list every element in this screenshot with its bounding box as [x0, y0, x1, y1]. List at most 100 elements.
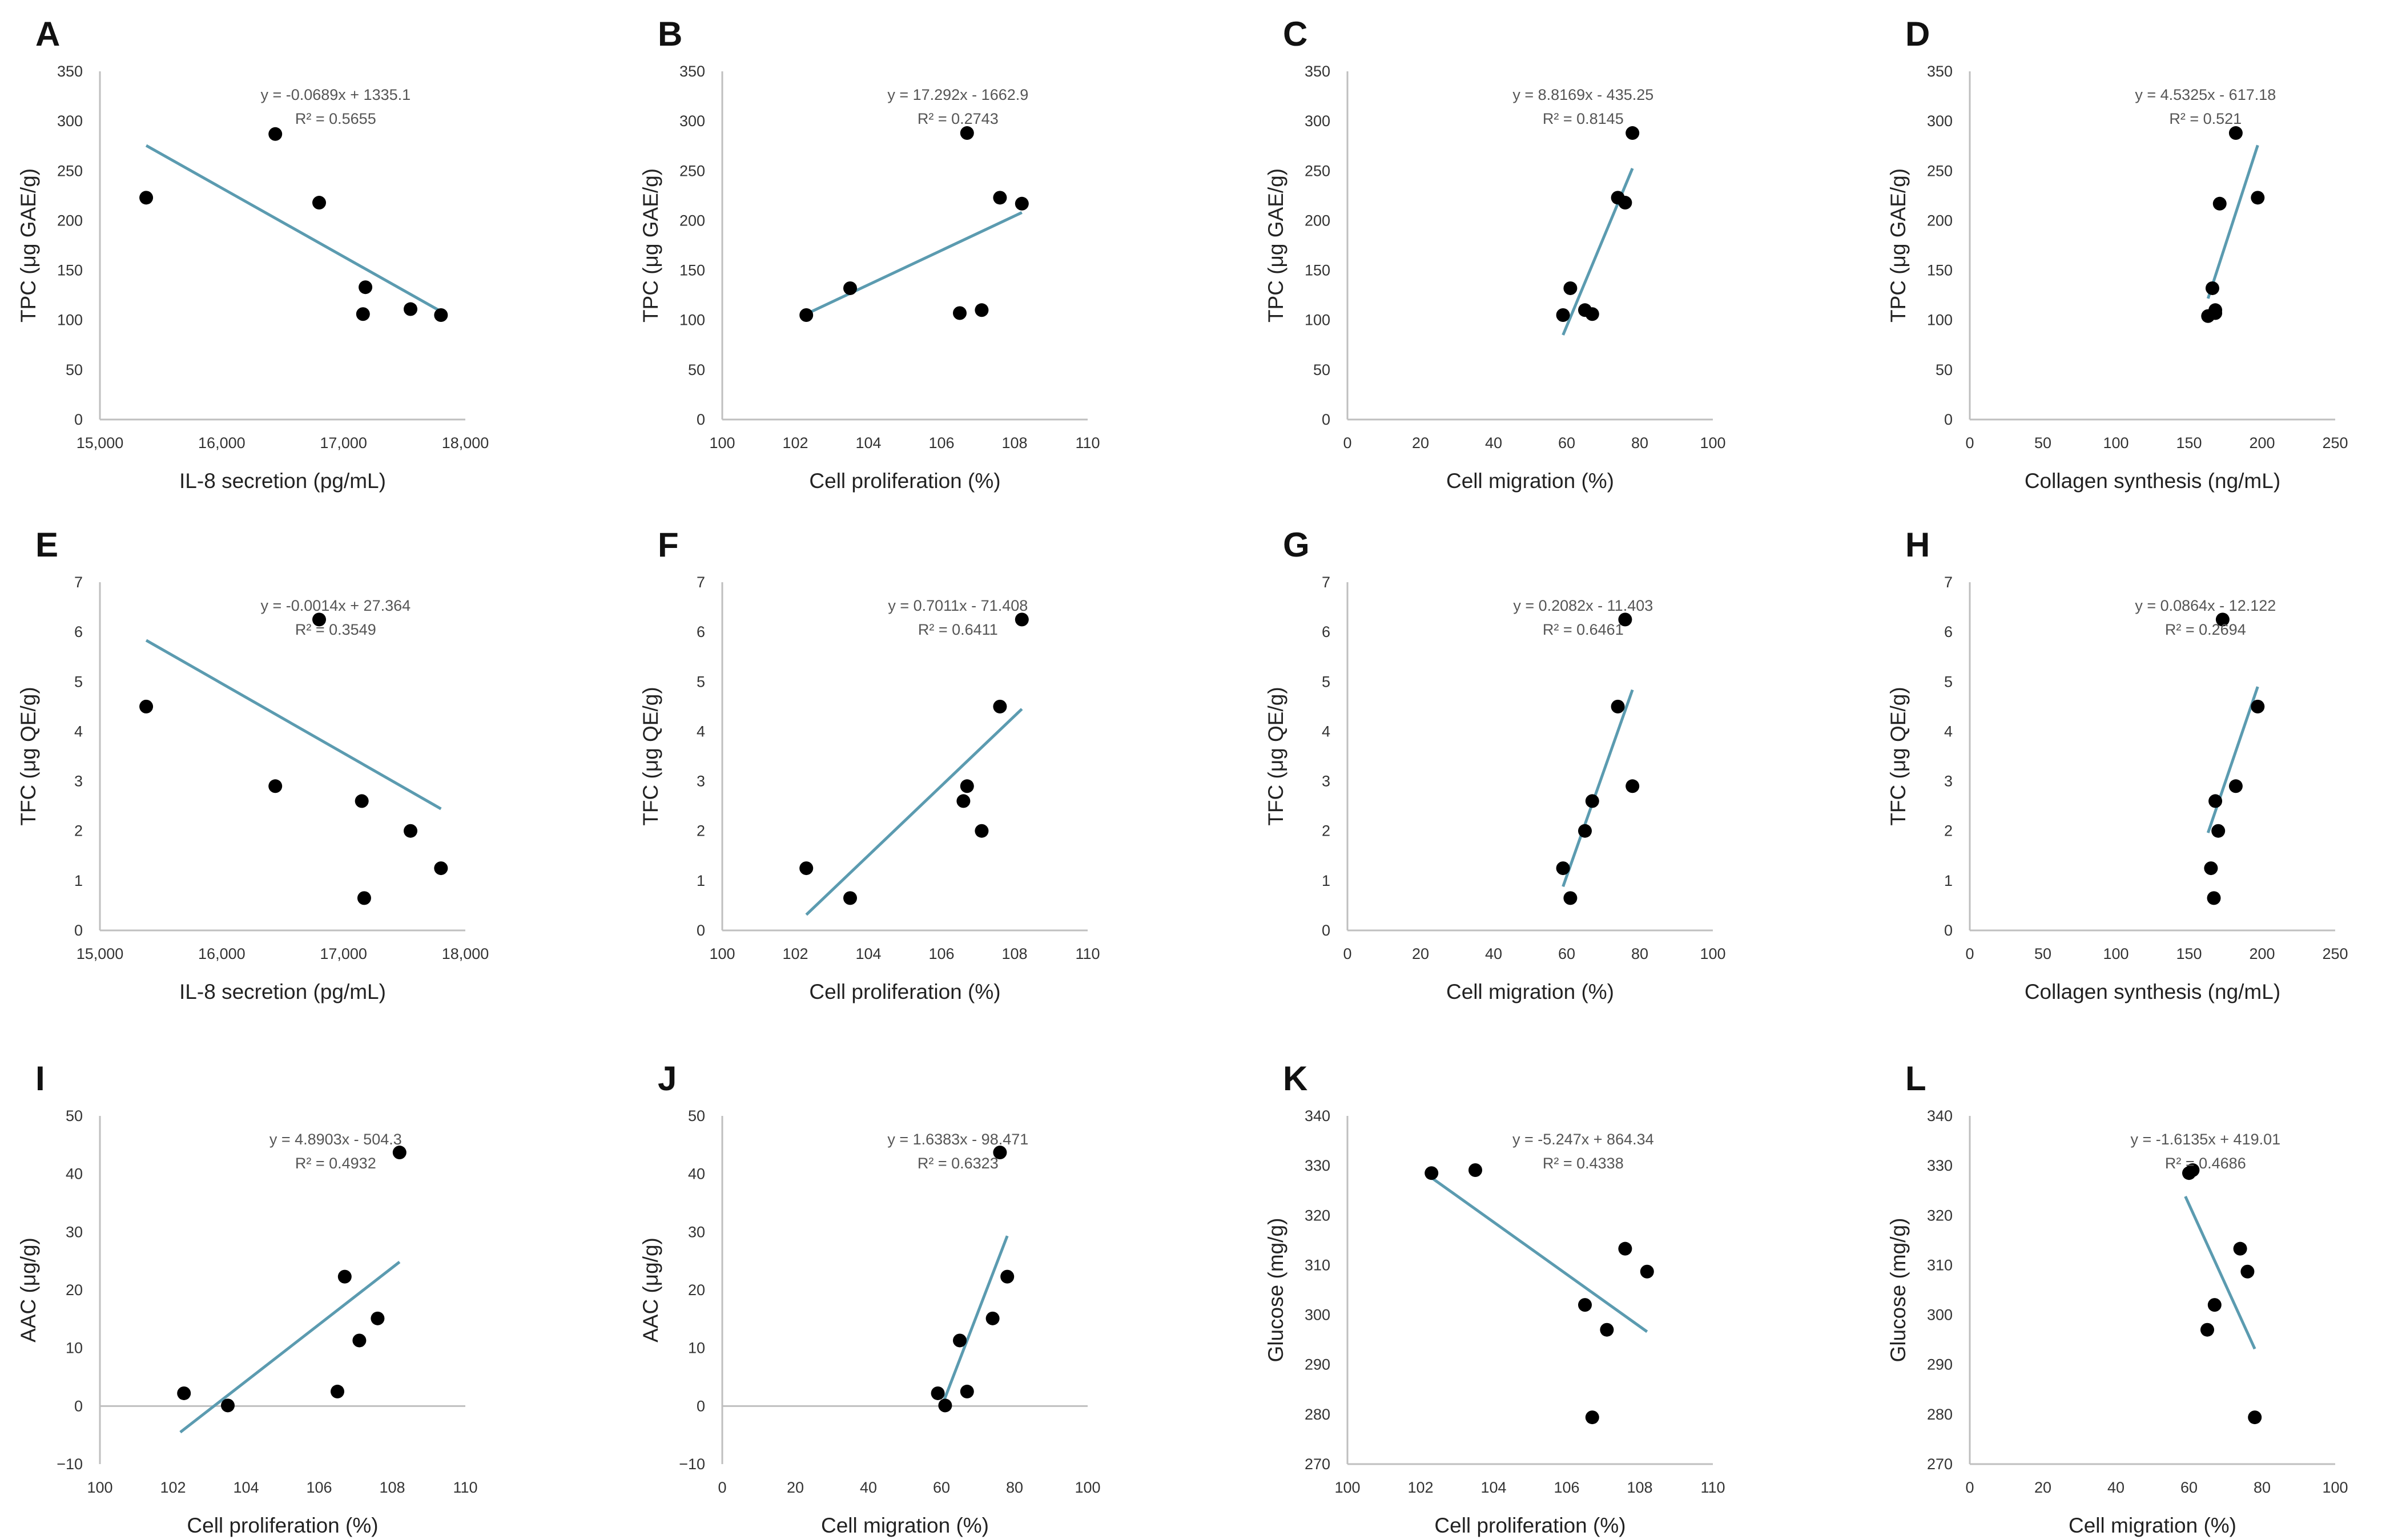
y-tick-label: 270	[1305, 1456, 1330, 1473]
y-axis-title: Glucose (mg/g)	[1264, 1218, 1287, 1362]
y-tick-label: 310	[1927, 1256, 1953, 1273]
x-tick-label: 200	[2249, 945, 2275, 962]
y-tick-label: 250	[1305, 162, 1330, 179]
y-tick-label: 330	[1305, 1157, 1330, 1174]
y-tick-label: 10	[66, 1340, 83, 1357]
y-tick-label: 7	[1322, 574, 1330, 591]
trendline	[145, 144, 442, 313]
data-point	[1578, 1298, 1592, 1312]
x-tick-label: 0	[1965, 1479, 1974, 1496]
regression-equation: y = 17.292x - 1662.9	[887, 86, 1028, 103]
y-tick-label: 50	[1936, 361, 1953, 378]
data-point	[2208, 794, 2223, 808]
y-tick-label: 0	[1322, 411, 1330, 428]
r-squared: R² = 0.2694	[2165, 621, 2246, 638]
x-tick-label: 150	[2176, 434, 2202, 451]
data-point	[359, 280, 373, 295]
x-tick-label: 100	[1334, 1479, 1360, 1496]
data-point	[2207, 891, 2221, 905]
y-tick-label: 330	[1927, 1157, 1953, 1174]
y-axis-title: TFC (μg QE/g)	[17, 687, 40, 825]
x-axis-title: IL-8 secretion (pg/mL)	[179, 469, 386, 493]
data-point	[404, 824, 417, 838]
data-point	[2207, 1298, 2222, 1312]
x-tick-label: 200	[2249, 434, 2275, 451]
data-point	[352, 1333, 367, 1348]
data-point	[2200, 1323, 2214, 1337]
panel-letter: F	[658, 526, 679, 564]
data-point	[1578, 824, 1592, 838]
panel-letter: I	[35, 1059, 45, 1098]
panel-letter: H	[1905, 526, 1930, 564]
y-axis-title: TFC (μg QE/g)	[1886, 687, 1910, 825]
data-point	[1618, 612, 1632, 627]
x-tick-label: 18,000	[442, 945, 489, 962]
y-tick-label: 270	[1927, 1456, 1953, 1473]
r-squared: R² = 0.4932	[295, 1155, 376, 1172]
x-tick-label: 108	[1627, 1479, 1652, 1496]
y-tick-label: 320	[1305, 1207, 1330, 1224]
y-tick-label: 290	[1927, 1356, 1953, 1373]
panel-j: J −10 0 10 20 30 40 50 0 20 40 60 80 100 Cell migratio…	[639, 1059, 1101, 1537]
x-tick-label: 80	[1631, 434, 1648, 451]
x-tick-label: 80	[1631, 945, 1648, 962]
regression-equation: y = -1.6135x + 419.01	[2130, 1131, 2280, 1148]
x-axis-title: Cell migration (%)	[1446, 980, 1614, 1003]
y-tick-label: 50	[688, 361, 705, 378]
r-squared: R² = 0.521	[2169, 110, 2242, 127]
x-tick-label: 100	[709, 434, 735, 451]
y-tick-label: 5	[1944, 673, 1953, 690]
data-point	[799, 308, 814, 322]
data-point	[985, 1311, 1000, 1325]
regression-equation: y = -0.0014x + 27.364	[260, 597, 411, 614]
panel-letter: L	[1905, 1059, 1926, 1098]
x-tick-label: 20	[787, 1479, 804, 1496]
data-point	[975, 303, 989, 317]
panel-a: A 0 50 100 150 200 250 300 350 15,000 16,000 17,000…	[17, 15, 489, 493]
x-tick-label: 40	[1485, 434, 1502, 451]
data-point	[1563, 281, 1578, 295]
y-tick-label: 5	[1322, 673, 1330, 690]
y-tick-label: 350	[57, 63, 83, 80]
y-tick-label: 0	[1322, 922, 1330, 939]
y-tick-label: 0	[697, 411, 705, 428]
y-axis-title: TPC (μg GAE/g)	[1886, 168, 1910, 322]
data-point	[960, 126, 974, 140]
y-tick-label: 200	[1305, 212, 1330, 229]
y-tick-label: 40	[688, 1166, 705, 1183]
r-squared: R² = 0.2743	[918, 110, 999, 127]
trendline	[806, 211, 1023, 316]
x-tick-label: 50	[2034, 434, 2051, 451]
data-point	[2240, 1264, 2255, 1279]
x-tick-label: 102	[1407, 1479, 1433, 1496]
panel-letter: K	[1283, 1059, 1307, 1098]
x-tick-label: 102	[782, 945, 808, 962]
panel-c: C 0 50 100 150 200 250 300 350 0 20 40 60 80 100 Cell m…	[1264, 15, 1726, 493]
data-point	[2251, 191, 2265, 205]
x-tick-label: 20	[2034, 1479, 2051, 1496]
data-point	[1425, 1166, 1439, 1180]
x-axis-title: Cell migration (%)	[821, 1514, 989, 1537]
x-tick-label: 104	[1480, 1479, 1506, 1496]
x-tick-label: 100	[1700, 434, 1725, 451]
y-tick-label: −10	[679, 1456, 705, 1473]
data-point	[331, 1384, 344, 1398]
y-tick-label: 4	[1322, 723, 1330, 740]
y-tick-label: 320	[1927, 1207, 1953, 1224]
data-point	[1618, 196, 1632, 210]
y-tick-label: 350	[1305, 63, 1330, 80]
data-point	[2205, 281, 2219, 295]
y-tick-label: 300	[1305, 112, 1330, 130]
y-tick-label: 3	[1944, 773, 1953, 790]
data-point	[1585, 307, 1599, 321]
data-point	[1556, 308, 1570, 322]
x-tick-label: 60	[933, 1479, 950, 1496]
y-tick-label: 50	[1313, 361, 1330, 378]
r-squared: R² = 0.4338	[1543, 1155, 1624, 1172]
y-tick-label: 6	[1944, 623, 1953, 640]
y-tick-label: 20	[66, 1281, 83, 1299]
data-point	[2212, 196, 2227, 211]
data-point	[953, 1333, 967, 1348]
r-squared: R² = 0.5655	[295, 110, 376, 127]
